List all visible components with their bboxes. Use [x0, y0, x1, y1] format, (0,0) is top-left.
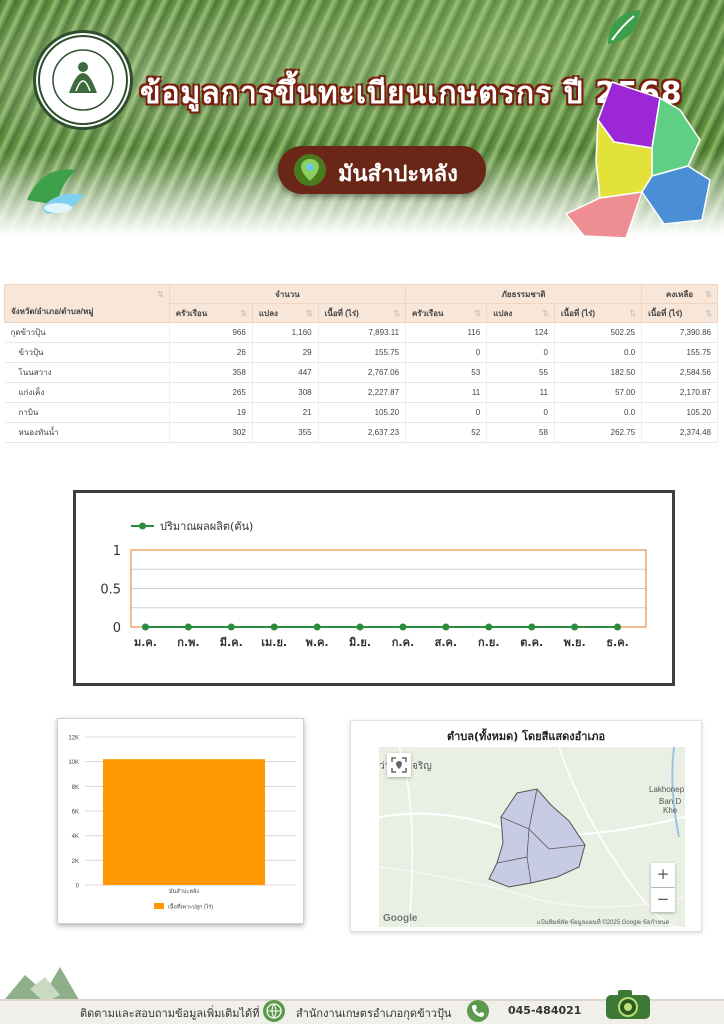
- y-tick-label: 8K: [72, 785, 79, 791]
- google-map[interactable]: ว่านาจเจริญ Lakhonep Ban D Khe + − Googl…: [379, 747, 685, 927]
- page-title: ข้อมูลการขึ้นทะเบียนเกษตรกร ปี 2568: [140, 76, 683, 111]
- y-tick-label: 2K: [72, 859, 79, 865]
- data-point: [442, 623, 450, 631]
- data-point: [571, 623, 579, 631]
- col-disaster-area-header[interactable]: เนื้อที่ (ไร่) ⇅: [553, 303, 643, 323]
- district-map-icon: [564, 81, 711, 239]
- map-attribution[interactable]: แป้นพิมพ์ลัด ข้อมูลแผนที่ ©2025 Google ข…: [537, 920, 670, 926]
- agency-logo: [33, 30, 133, 130]
- crop-badge: มันสำปะหลัง: [278, 146, 486, 194]
- water-leaf-icon: [27, 169, 84, 214]
- y-tick-label: 4K: [72, 834, 79, 840]
- col-disaster-plots-header[interactable]: แปลง ⇅: [486, 303, 555, 323]
- registration-table: จังหวัด/อำเภอ/ตำบล/หมู่ ⇅ จำนวน ภัยธรรมชา…: [4, 284, 718, 443]
- group-disaster-header: ภัยธรรมชาติ: [405, 284, 643, 304]
- y-tick-label: 0.5: [100, 583, 121, 598]
- col-disaster-households-header[interactable]: ครัวเรือน ⇅: [405, 303, 488, 323]
- col-plots-header[interactable]: แปลง ⇅: [251, 303, 319, 323]
- legend-label: ปริมาณผลผลิต(ตัน): [160, 520, 253, 533]
- area-chart-card: 12K 10K 8K 6K 4K 2K 0 มันสำปะหลังเนื้อที่เพาะปล…: [57, 718, 304, 924]
- col-remaining-area-header[interactable]: เนื้อที่ (ไร่) ⇅: [641, 303, 718, 323]
- y-tick-label: 0: [76, 884, 80, 890]
- legend-swatch: [154, 903, 164, 909]
- production-chart-card: 1 0.5 0 ม.ค. ก.พ. มี.ค. เม.ย. พ.ค. มิ.ย. ก.ค. ส.ค.…: [73, 490, 675, 686]
- legend-marker: [139, 522, 146, 530]
- area-bar-chart: 12K 10K 8K 6K 4K 2K 0 มันสำปะหลังเนื้อที่เพาะปล…: [68, 736, 296, 911]
- x-tick-label: มี.ค.: [220, 636, 243, 649]
- table-row: หนองทันน้ำ 302 355 2,637.23 52 58 262.75…: [4, 422, 718, 443]
- globe-icon: [263, 1000, 285, 1022]
- x-tick-label: ก.ค.: [392, 636, 414, 649]
- x-tick-label: ต.ค.: [520, 636, 543, 649]
- col-area-header[interactable]: เนื้อที่ (ไร่) ⇅: [317, 303, 407, 323]
- x-tick-label: ม.ค.: [134, 636, 157, 649]
- x-tick-label: มันสำปะหลัง: [169, 888, 199, 895]
- y-tick-label: 6K: [72, 810, 79, 816]
- zoom-out-button[interactable]: −: [651, 888, 675, 912]
- map-place-label: Khe: [663, 806, 678, 815]
- data-point: [399, 623, 407, 631]
- col-location-header[interactable]: จังหวัด/อำเภอ/ตำบล/หมู่ ⇅: [4, 284, 170, 323]
- map-place-label: Lakhonep: [649, 785, 685, 794]
- data-point: [356, 623, 364, 631]
- map-place-label: Ban D: [659, 797, 682, 806]
- x-tick-label: เม.ย.: [261, 636, 287, 649]
- subdistrict-map-card: ตำบล(ทั้งหมด) โดยสีแสดงอำเภอ ว่านาจเจริญ…: [350, 720, 702, 932]
- y-tick-label: 12K: [68, 736, 79, 742]
- camera-icon: [606, 990, 650, 1019]
- table-row: ข้าวปุ้น 26 29 155.75 0 0 0.0 155.75: [4, 342, 718, 363]
- location-pin-icon: [294, 154, 326, 186]
- col-households-header[interactable]: ครัวเรือน ⇅: [168, 303, 253, 323]
- table-row: โนนสวาง 358 447 2,767.06 53 55 182.50 2,…: [4, 362, 718, 383]
- data-point: [184, 623, 192, 631]
- data-point: [614, 623, 622, 631]
- x-tick-label: ก.พ.: [177, 636, 199, 649]
- y-tick-label: 1: [113, 544, 121, 559]
- data-point: [485, 623, 493, 631]
- zoom-in-button[interactable]: +: [651, 863, 675, 887]
- data-point: [270, 623, 278, 631]
- footer-phone[interactable]: 045-484021: [508, 1004, 582, 1017]
- group-total-header: จำนวน: [168, 284, 407, 304]
- x-tick-label: พ.ย.: [564, 636, 586, 649]
- crop-name: มันสำปะหลัง: [338, 162, 458, 187]
- locate-button[interactable]: [387, 753, 411, 777]
- footer-background: [0, 967, 724, 1024]
- district-polygon[interactable]: [488, 788, 586, 888]
- y-tick-label: 10K: [68, 760, 79, 766]
- data-point: [227, 623, 235, 631]
- map-title: ตำบล(ทั้งหมด) โดยสีแสดงอำเภอ: [446, 730, 606, 743]
- production-line-chart: 1 0.5 0 ม.ค. ก.พ. มี.ค. เม.ย. พ.ค. มิ.ย. ก.ค. ส.ค.…: [100, 520, 647, 649]
- footer-office-text[interactable]: สำนักงานเกษตรอำเภอกุดข้าวปุ้น: [296, 1007, 452, 1020]
- y-tick-label: 0: [113, 621, 121, 636]
- leaf-icon: [608, 10, 640, 44]
- map-basemap: [379, 747, 685, 927]
- x-tick-label: ก.ย.: [478, 636, 499, 649]
- legend-label: เนื้อที่เพาะปลูก (ไร่): [168, 903, 213, 911]
- footer: ติดตามและสอบถามข้อมูลเพิ่มเติมได้ที่ สำน…: [0, 955, 724, 1024]
- table-row: กุดข้าวปุ้น 966 1,160 7,893.11 116 124 5…: [4, 322, 718, 343]
- x-tick-label: ธ.ค.: [606, 636, 628, 649]
- table-row: แก่งเค็ง 265 308 2,227.87 11 11 57.00 2,…: [4, 382, 718, 403]
- google-logo: Google: [383, 913, 418, 924]
- data-point: [141, 623, 149, 631]
- locate-icon: [391, 757, 407, 773]
- phone-icon: [467, 1000, 489, 1022]
- x-tick-label: มิ.ย.: [349, 636, 371, 649]
- data-point: [528, 623, 536, 631]
- footer-follow-text: ติดตามและสอบถามข้อมูลเพิ่มเติมได้ที่: [80, 1007, 260, 1020]
- group-remaining-header[interactable]: คงเหลือ ⇅: [641, 284, 718, 304]
- x-tick-label: ส.ค.: [435, 636, 457, 649]
- data-point: [313, 623, 321, 631]
- x-tick-label: พ.ค.: [306, 636, 329, 649]
- bar: [103, 759, 265, 885]
- table-row: กาบิน 19 21 105.20 0 0 0.0 105.20: [4, 402, 718, 423]
